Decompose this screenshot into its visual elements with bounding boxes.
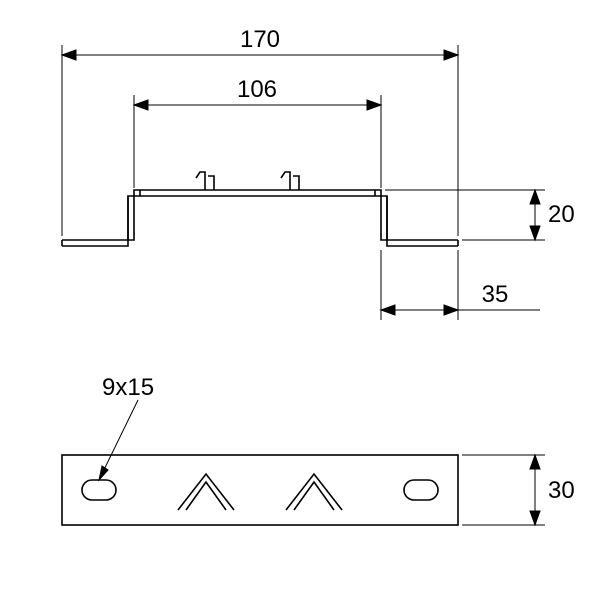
dim-lip-height	[385, 190, 545, 240]
dim-overall-width	[62, 45, 458, 236]
plate-outline	[62, 455, 458, 525]
label-plate-height: 30	[548, 477, 575, 504]
label-lip-width: 35	[482, 281, 509, 308]
dim-lip-width	[381, 250, 540, 320]
slot-callout	[99, 400, 138, 480]
side-profile	[62, 190, 458, 246]
clip-tabs	[196, 172, 299, 190]
label-overall-width: 170	[240, 26, 280, 53]
end-slots	[82, 480, 438, 500]
dim-plate-height	[462, 455, 545, 525]
label-inner-width: 106	[237, 76, 277, 103]
label-slot-size: 9x15	[102, 374, 154, 401]
dim-inner-width	[134, 95, 381, 188]
label-lip-height: 20	[548, 201, 575, 228]
v-punches	[178, 474, 342, 510]
